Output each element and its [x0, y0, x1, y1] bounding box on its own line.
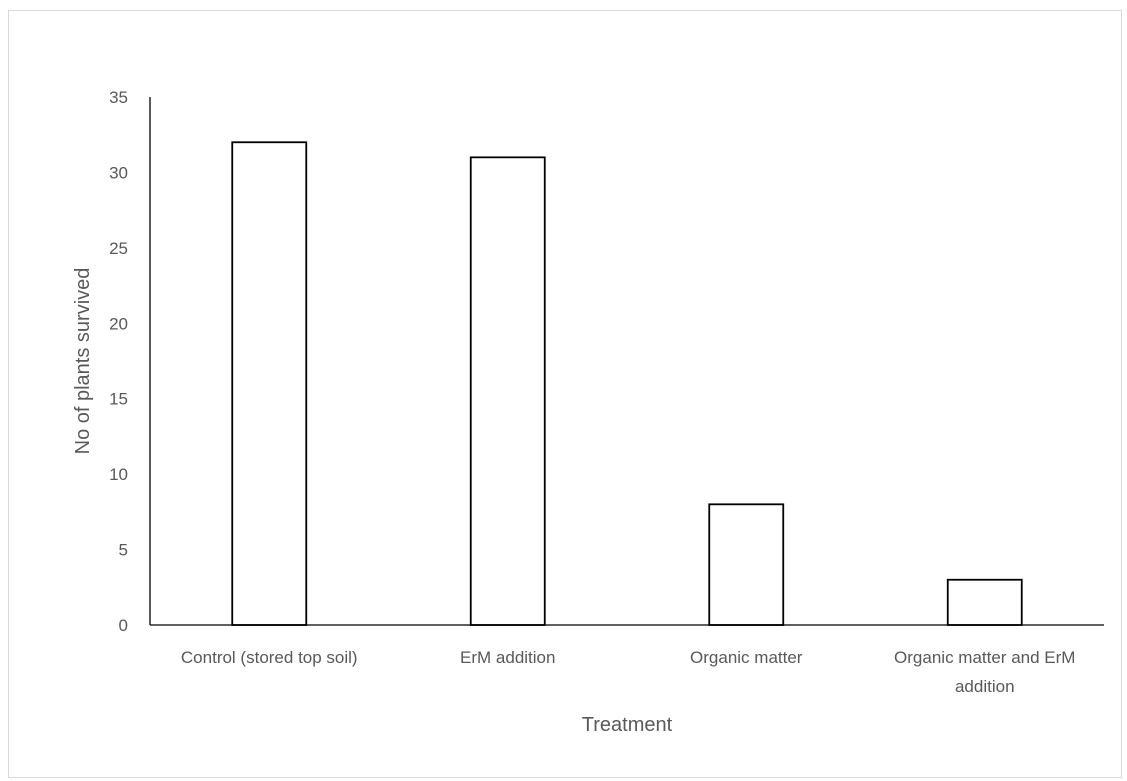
bar [469, 156, 546, 626]
x-tick-label: ErM addition [460, 648, 555, 667]
y-axis-title: No of plants survived [72, 268, 94, 455]
x-tick-label: Control (stored top soil) [181, 648, 358, 667]
x-tick-label: Organic matter and ErM [894, 648, 1075, 667]
y-tick-label: 0 [119, 616, 128, 635]
y-tick-label: 10 [109, 465, 128, 484]
bar [946, 578, 1023, 626]
bars [231, 141, 1023, 626]
bar [708, 503, 785, 626]
x-axis-tick-labels: Control (stored top soil) ErM addition Org… [181, 648, 1076, 696]
y-tick-label: 30 [109, 163, 128, 182]
x-tick-label: addition [955, 677, 1015, 696]
y-tick-label: 5 [119, 541, 128, 560]
bar [231, 141, 308, 626]
x-axis-title: Treatment [582, 714, 673, 736]
y-tick-label: 35 [109, 88, 128, 107]
y-tick-label: 15 [109, 390, 128, 409]
x-tick-label: Organic matter [690, 648, 803, 667]
y-tick-label: 20 [109, 314, 128, 333]
y-tick-label: 25 [109, 239, 128, 258]
y-axis-tick-labels: 0 5 10 15 20 25 30 35 [109, 88, 128, 635]
chart-frame [8, 10, 1122, 778]
